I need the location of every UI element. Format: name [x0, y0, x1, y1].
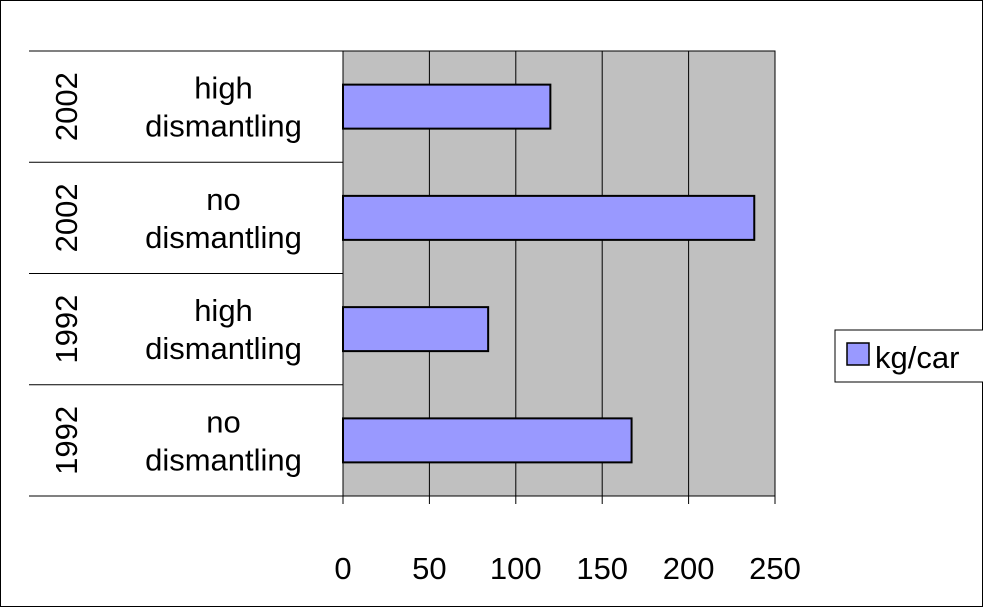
x-tick-label: 200 — [663, 551, 715, 586]
bar — [342, 417, 633, 464]
category-label-line: dismantling — [145, 331, 302, 366]
category-label-line: dismantling — [145, 442, 302, 477]
x-tick-label: 150 — [576, 551, 628, 586]
bar — [342, 194, 756, 241]
category-label-line: high — [194, 293, 253, 328]
bars — [342, 83, 756, 464]
bar — [342, 83, 552, 130]
legend: kg/car — [834, 329, 983, 383]
category-year-label: 1992 — [49, 406, 84, 475]
category-year-label: 1992 — [49, 295, 84, 364]
x-tick-label: 50 — [412, 551, 446, 586]
category-label-line: high — [194, 71, 253, 106]
category-label-line: dismantling — [145, 109, 302, 144]
bar — [342, 306, 490, 353]
legend-swatch — [846, 342, 870, 366]
x-tick-label: 250 — [749, 551, 801, 586]
legend-label: kg/car — [875, 340, 959, 375]
category-label-line: no — [206, 182, 240, 217]
x-tick-label: 0 — [334, 551, 351, 586]
category-year-label: 2002 — [49, 183, 84, 252]
x-tick-label: 100 — [490, 551, 542, 586]
category-year-label: 2002 — [49, 72, 84, 141]
category-label-line: dismantling — [145, 220, 302, 255]
x-axis-tick-labels: 0 50 100 150 200 250 — [334, 551, 800, 586]
category-label-line: no — [206, 404, 240, 439]
